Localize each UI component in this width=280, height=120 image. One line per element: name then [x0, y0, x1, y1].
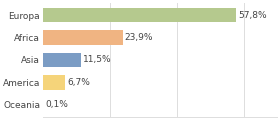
Text: 11,5%: 11,5%	[83, 55, 112, 64]
Text: 6,7%: 6,7%	[67, 78, 90, 87]
Bar	[43, 8, 236, 22]
Text: 0,1%: 0,1%	[45, 100, 68, 109]
Text: 57,8%: 57,8%	[238, 11, 267, 20]
Bar	[43, 53, 81, 67]
Text: 23,9%: 23,9%	[125, 33, 153, 42]
Bar	[43, 30, 123, 45]
Bar	[43, 75, 65, 90]
